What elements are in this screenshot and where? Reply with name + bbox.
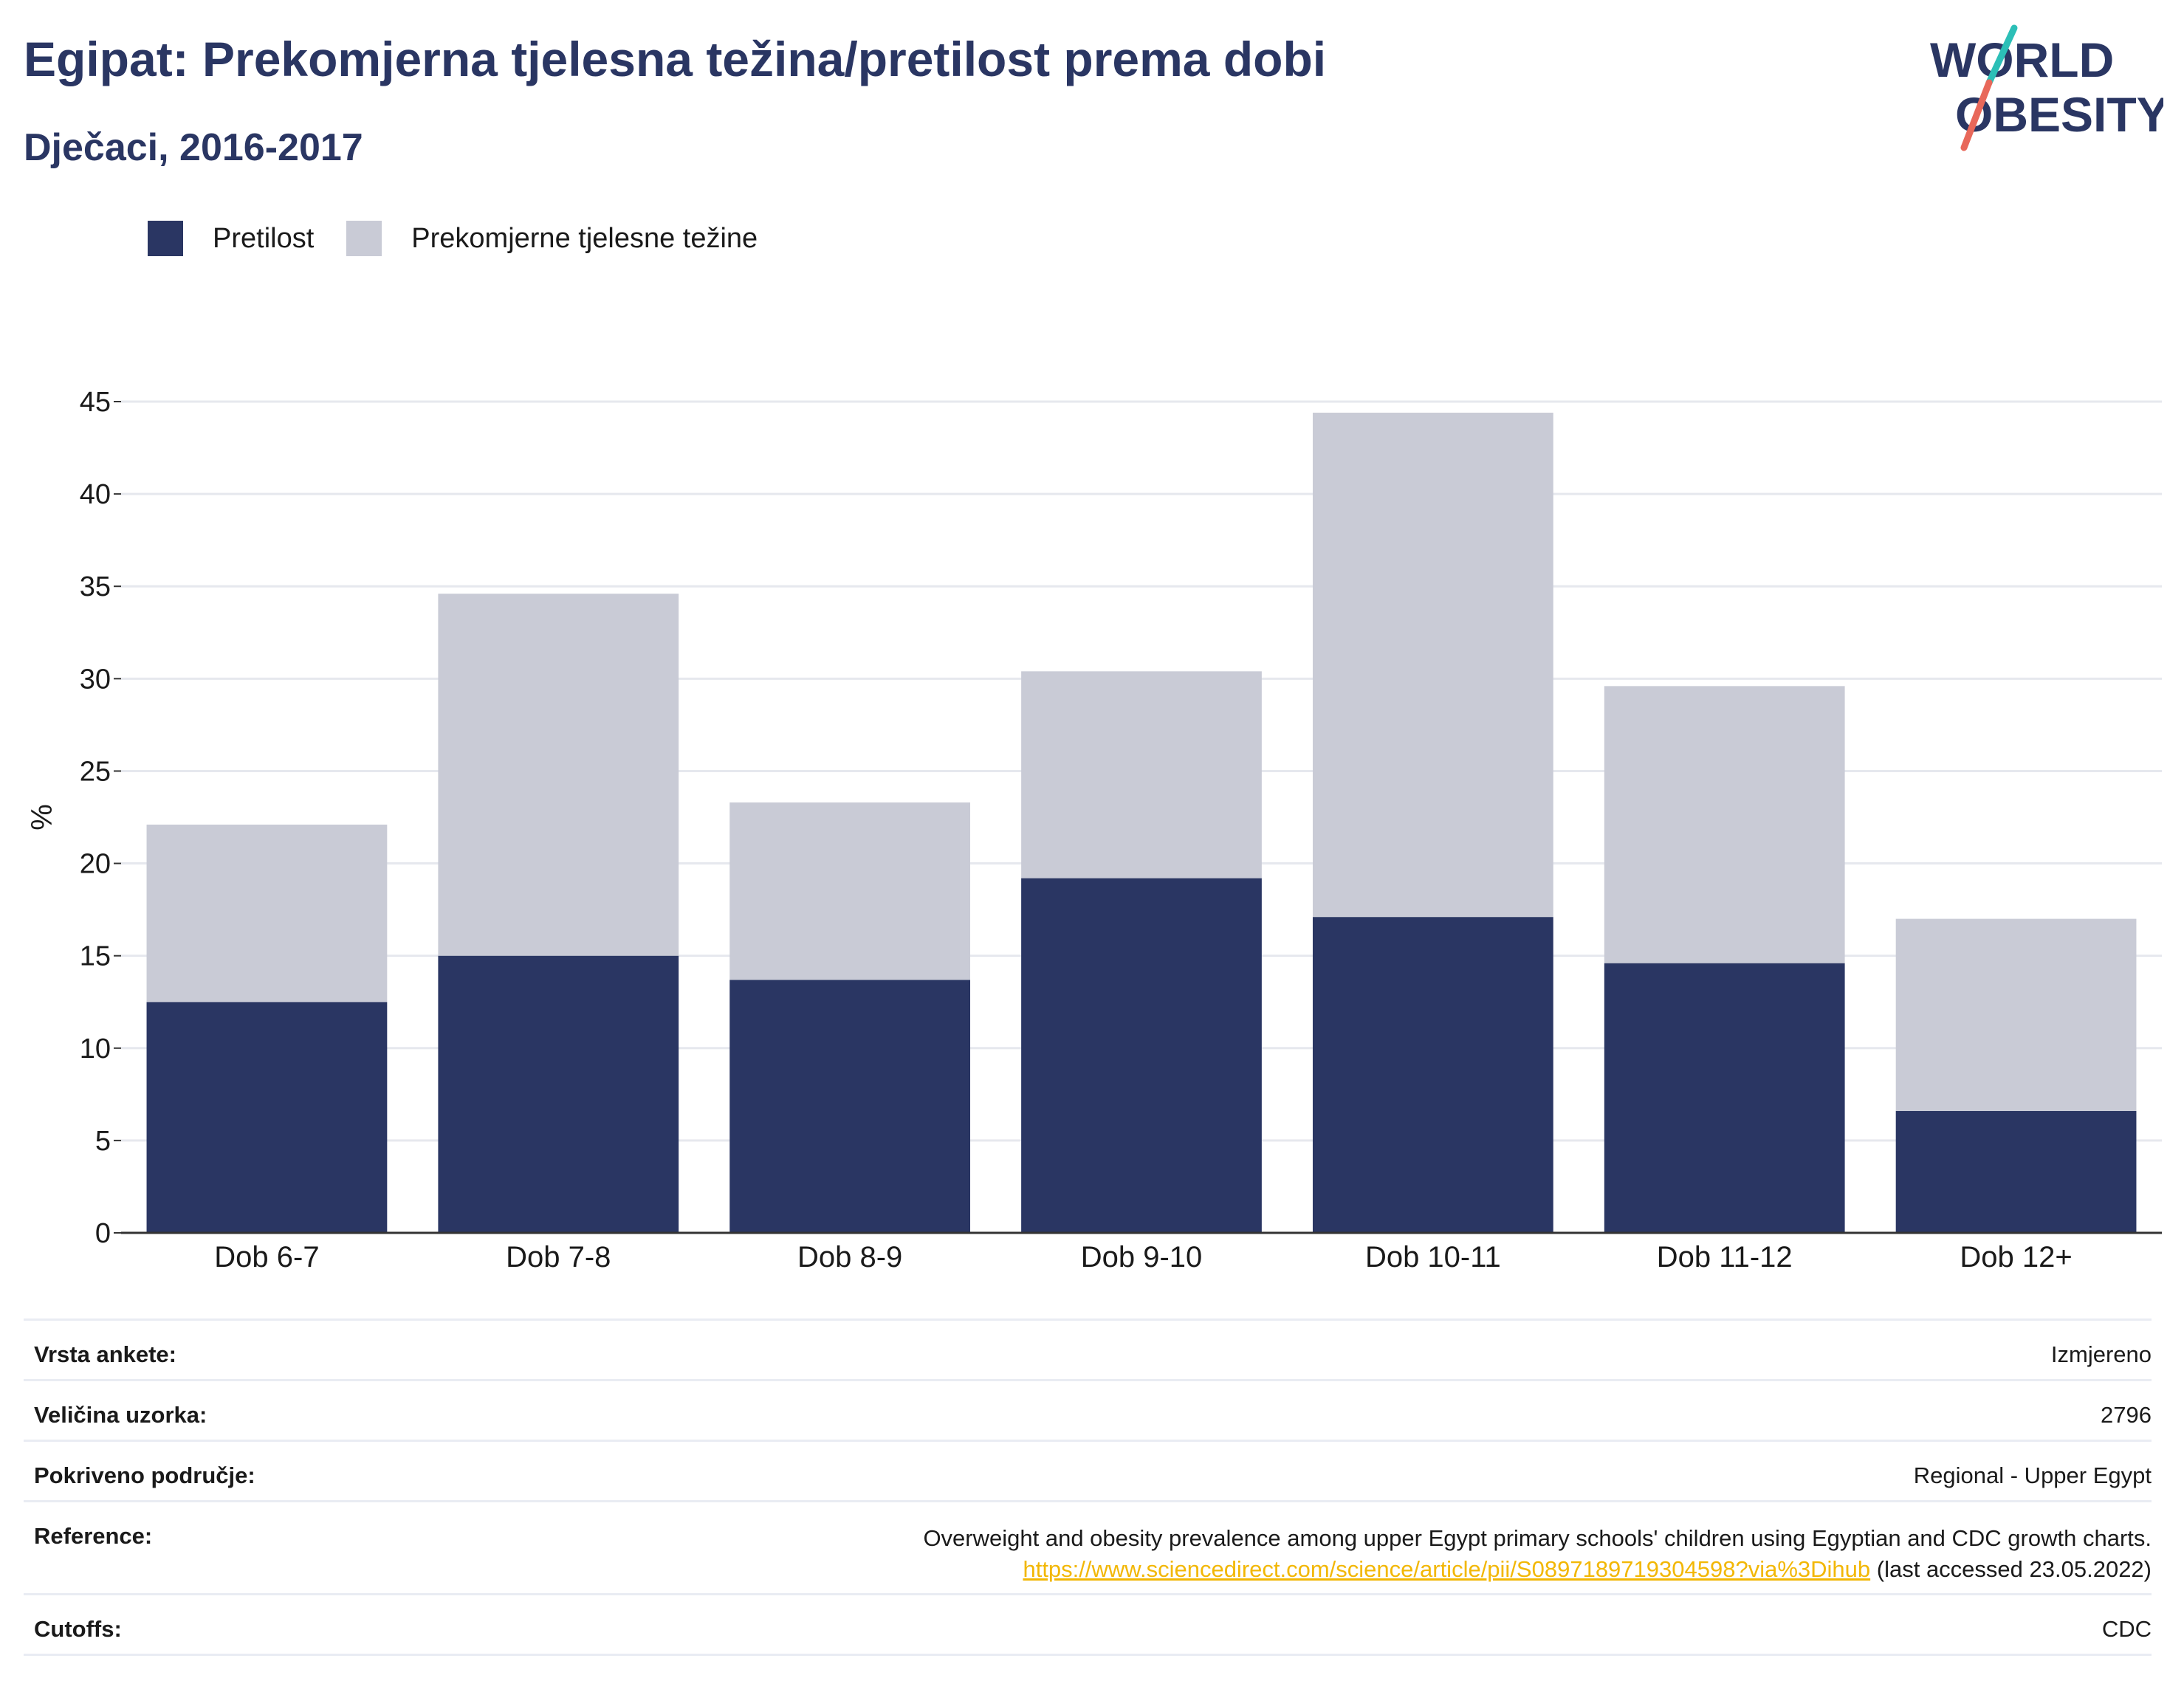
survey-metadata-table: Vrsta ankete: Izmjereno Veličina uzorka:… — [24, 1318, 2152, 1656]
cutoffs-value: CDC — [2101, 1616, 2152, 1642]
x-tick-label: Dob 12+ — [1960, 1241, 2072, 1273]
y-tick-label: 20 — [80, 849, 111, 880]
reference-link-line: https://www.sciencedirect.com/science/ar… — [923, 1554, 2152, 1585]
legend-swatch-obesity — [148, 221, 183, 256]
bar-overweight[interactable] — [1895, 918, 2137, 1111]
x-tick-label: Dob 11-12 — [1657, 1241, 1793, 1273]
x-tick-label: Dob 9-10 — [1081, 1241, 1203, 1273]
survey-type-value: Izmjereno — [2050, 1341, 2152, 1367]
chart-legend: Pretilost Prekomjerne tjelesne težine — [148, 219, 790, 258]
x-tick-label: Dob 10-11 — [1365, 1241, 1501, 1273]
bar-overweight[interactable] — [146, 825, 388, 1003]
x-tick-label: Dob 8-9 — [797, 1241, 902, 1273]
survey-type-label: Vrsta ankete: — [34, 1341, 176, 1367]
legend-item-obesity[interactable]: Pretilost — [148, 221, 314, 256]
meta-row-reference: Reference: Overweight and obesity preval… — [24, 1500, 2152, 1593]
reference-value: Overweight and obesity prevalence among … — [923, 1502, 2152, 1585]
legend-label-overweight: Prekomjerne tjelesne težine — [411, 222, 758, 254]
bar-obesity[interactable] — [1604, 963, 1845, 1233]
bar-obesity[interactable] — [438, 955, 679, 1233]
bar-overweight[interactable] — [1021, 671, 1262, 879]
reference-text: Overweight and obesity prevalence among … — [923, 1525, 2152, 1551]
reference-accessed: (last accessed 23.05.2022) — [1876, 1556, 2152, 1582]
stacked-bar-chart: 0 5 10 15 20 25 30 35 40 45% Dob 6-7 Dob 7-8 Dob 8-9… — [26, 387, 2162, 1273]
y-tick-label: 10 — [80, 1034, 111, 1065]
bar-obesity[interactable] — [1895, 1110, 2137, 1233]
bar-overweight[interactable] — [438, 594, 679, 956]
y-tick-label: 15 — [80, 941, 111, 972]
chart-title: Egipat: Prekomjerna tjelesna težina/pret… — [24, 32, 1327, 86]
logo-line1: WORLD — [1930, 32, 2114, 87]
y-axis-label: % — [26, 804, 58, 831]
y-tick-label: 40 — [80, 479, 111, 510]
bar-overweight[interactable] — [1604, 686, 1845, 963]
sample-size-label: Veličina uzorka: — [34, 1402, 207, 1428]
meta-row-sample-size: Veličina uzorka: 2796 — [24, 1379, 2152, 1440]
reference-label: Reference: — [34, 1523, 153, 1549]
y-tick-label: 30 — [80, 664, 111, 695]
y-tick-label: 35 — [80, 571, 111, 602]
meta-row-coverage: Pokriveno područje: Regional - Upper Egy… — [24, 1440, 2152, 1500]
logo-slash-top — [1985, 24, 2018, 86]
y-tick-label: 5 — [95, 1126, 111, 1157]
x-tick-label: Dob 7-8 — [506, 1241, 611, 1273]
cutoffs-label: Cutoffs: — [34, 1616, 122, 1642]
x-tick-label: Dob 6-7 — [214, 1241, 319, 1273]
coverage-value: Regional - Upper Egypt — [1913, 1462, 2152, 1488]
meta-row-cutoffs: Cutoffs: CDC — [24, 1593, 2152, 1656]
logo-slash-bottom — [1960, 79, 1993, 151]
legend-label-obesity: Pretilost — [213, 222, 315, 254]
bar-overweight[interactable] — [1312, 413, 1553, 918]
meta-row-survey-type: Vrsta ankete: Izmjereno — [24, 1318, 2152, 1379]
world-obesity-logo: WORLD OBESITY — [1930, 24, 2163, 151]
y-tick-label: 25 — [80, 756, 111, 787]
y-tick-label: 0 — [95, 1218, 111, 1249]
bar-overweight[interactable] — [729, 802, 971, 980]
y-tick-label: 45 — [80, 387, 111, 418]
legend-item-overweight[interactable]: Prekomjerne tjelesne težine — [346, 221, 758, 256]
bar-obesity[interactable] — [729, 980, 971, 1233]
sample-size-value: 2796 — [2101, 1402, 2152, 1428]
bar-obesity[interactable] — [1312, 917, 1553, 1233]
legend-swatch-overweight — [346, 221, 382, 256]
coverage-label: Pokriveno područje: — [34, 1462, 255, 1488]
chart-subtitle: Dječaci, 2016-2017 — [24, 126, 363, 169]
bar-obesity[interactable] — [1021, 878, 1262, 1233]
bar-obesity[interactable] — [146, 1002, 388, 1233]
logo-line2: OBESITY — [1955, 87, 2163, 142]
reference-link[interactable]: https://www.sciencedirect.com/science/ar… — [1023, 1556, 1871, 1582]
